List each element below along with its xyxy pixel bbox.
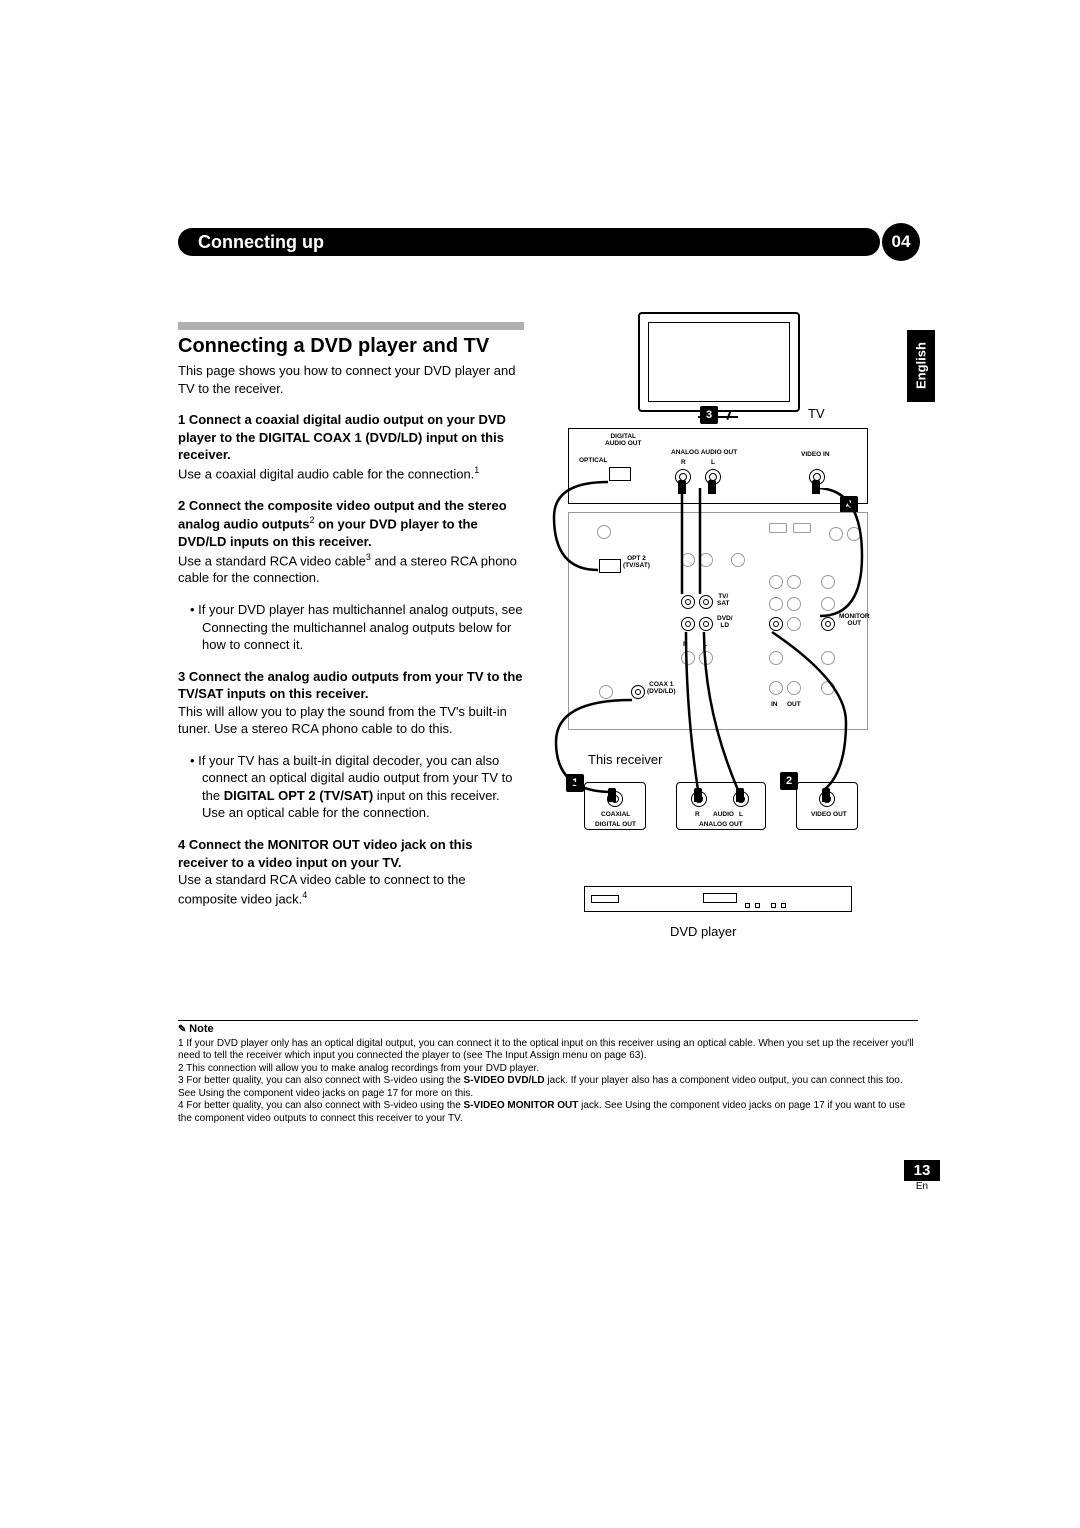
- note-1: 1 If your DVD player only has an optical…: [178, 1038, 918, 1063]
- dvd-video-out-label: VIDEO OUT: [811, 811, 847, 818]
- main-text-column: Connecting a DVD player and TV This page…: [178, 322, 524, 922]
- note-4: 4 For better quality, you can also conne…: [178, 1100, 918, 1125]
- tv-l-label: L: [711, 459, 715, 466]
- tv-optical-port: [609, 467, 631, 481]
- step-3: 3 Connect the analog audio outputs from …: [178, 668, 524, 738]
- step-3-body: This will allow you to play the sound fr…: [178, 704, 507, 737]
- plug-icon: [608, 788, 616, 802]
- step-2-bullet-a: If your DVD player has multichannel anal…: [198, 602, 522, 617]
- note-3: 3 For better quality, you can also conne…: [178, 1075, 918, 1100]
- tv-analog-label: ANALOG AUDIO OUT: [671, 449, 737, 456]
- tv-videoin-label: VIDEO IN: [801, 451, 830, 458]
- dvd-coax-label: COAXIAL: [601, 811, 630, 818]
- chapter-title: Connecting up: [198, 232, 324, 253]
- plug-icon: [678, 480, 686, 494]
- chapter-pill: Connecting up: [178, 228, 880, 256]
- plug-icon: [822, 788, 830, 802]
- step-3-bullet-bold: DIGITAL OPT 2 (TV/SAT): [224, 788, 374, 803]
- step-1: 1 Connect a coaxial digital audio output…: [178, 411, 524, 483]
- plug-icon: [708, 480, 716, 494]
- note-2: 2 This connection will allow you to make…: [178, 1063, 918, 1076]
- receiver-tvsat-label: TV/ SAT: [717, 593, 730, 607]
- receiver-coax1-label: COAX 1 (DVD/LD): [647, 681, 676, 695]
- step-4-sup: 4: [302, 890, 307, 900]
- section-intro: This page shows you how to connect your …: [178, 362, 524, 397]
- step-2: 2 Connect the composite video output and…: [178, 497, 524, 587]
- chapter-header: Connecting up 04: [178, 228, 920, 258]
- step-4: 4 Connect the MONITOR OUT video jack on …: [178, 836, 524, 908]
- cable-optical: [548, 462, 608, 572]
- plug-icon: [812, 480, 820, 494]
- footnote-rule: [178, 1020, 918, 1021]
- plug-icon: [694, 788, 702, 802]
- badge-3: 3: [700, 406, 718, 424]
- note-heading: Note: [178, 1023, 918, 1037]
- footnotes: Note 1 If your DVD player only has an op…: [178, 1020, 918, 1125]
- cable-dvdld: [676, 622, 876, 802]
- step-3-bold: 3 Connect the analog audio outputs from …: [178, 669, 523, 702]
- chapter-number: 04: [882, 223, 920, 261]
- step-1-bold: 1 Connect a coaxial digital audio output…: [178, 412, 506, 462]
- page-number: 13: [904, 1160, 940, 1181]
- dvd-digital-out-label: DIGITAL OUT: [595, 821, 636, 828]
- dvd-label: DVD player: [670, 924, 736, 939]
- step-1-sup: 1: [474, 465, 479, 475]
- cable-tv-analog: [672, 488, 712, 598]
- tv-screen-icon: [638, 312, 800, 412]
- dvd-analog-out-label: ANALOG OUT: [699, 821, 743, 828]
- dvd-audio-label: AUDIO: [713, 811, 734, 818]
- receiver-opt2-label: OPT 2 (TV/SAT): [623, 555, 650, 569]
- connection-diagram: TV DIGITAL AUDIO OUT OPTICAL ANALOG AUDI…: [548, 312, 918, 952]
- page-number-box: 13 En: [904, 1160, 940, 1192]
- dvd-r-label: R: [695, 811, 700, 818]
- tv-label: TV: [808, 406, 825, 421]
- step-2-bullet-i: Connecting the multichannel analog outpu…: [202, 620, 455, 635]
- section-rule: [178, 322, 524, 330]
- cable-coax: [548, 682, 638, 802]
- step-1-body: Use a coaxial digital audio cable for th…: [178, 466, 474, 481]
- step-2-bullet: If your DVD player has multichannel anal…: [178, 601, 524, 654]
- tv-r-label: R: [681, 459, 686, 466]
- step-4-body: Use a standard RCA video cable to connec…: [178, 872, 466, 906]
- dvd-l-label: L: [739, 811, 743, 818]
- plug-icon: [736, 788, 744, 802]
- cable-monitor: [808, 488, 868, 624]
- step-2-body-a: Use a standard RCA video cable: [178, 553, 366, 568]
- dvd-front-icon: [584, 886, 852, 912]
- step-3-bullet: If your TV has a built-in digital decode…: [178, 752, 524, 822]
- tv-digital-label: DIGITAL AUDIO OUT: [605, 433, 641, 447]
- section-title: Connecting a DVD player and TV: [178, 334, 524, 358]
- step-4-bold: 4 Connect the MONITOR OUT video jack on …: [178, 837, 472, 870]
- page-lang: En: [904, 1181, 940, 1192]
